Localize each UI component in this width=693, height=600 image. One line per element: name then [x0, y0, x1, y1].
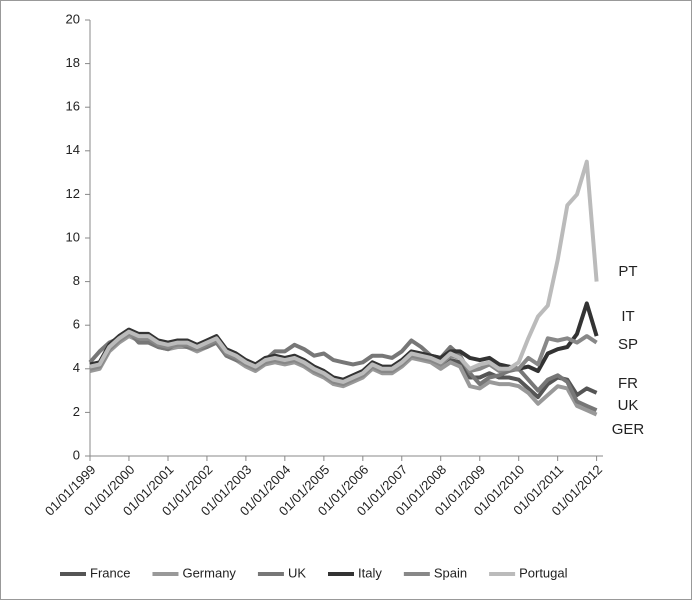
y-tick-label: 14: [66, 142, 80, 157]
series-line: [89, 334, 598, 417]
y-tick-label: 4: [73, 360, 80, 375]
legend-label: Portugal: [519, 565, 568, 580]
end-label: IT: [621, 308, 634, 325]
y-tick-label: 12: [66, 186, 80, 201]
legend: France Germany UK Italy Spain Portugal: [60, 565, 568, 580]
legend-label: France: [90, 565, 130, 580]
end-label: UK: [618, 397, 639, 414]
y-tick-label: 16: [66, 99, 80, 114]
y-tick-label: 10: [66, 229, 80, 244]
y-tick-label: 18: [66, 55, 80, 70]
end-label: GER: [612, 421, 645, 438]
y-tick-label: 20: [66, 11, 80, 26]
y-tick-label: 8: [73, 273, 80, 288]
legend-label: UK: [288, 565, 306, 580]
legend-label: Germany: [182, 565, 236, 580]
end-label: FR: [618, 375, 638, 392]
end-label: SP: [618, 336, 638, 353]
y-tick-label: 0: [73, 447, 80, 462]
y-tick-label: 2: [73, 404, 80, 419]
legend-label: Spain: [434, 565, 467, 580]
y-tick-label: 6: [73, 317, 80, 332]
end-label: PT: [618, 263, 637, 280]
legend-label: Italy: [358, 565, 382, 580]
series-line: [89, 159, 599, 384]
